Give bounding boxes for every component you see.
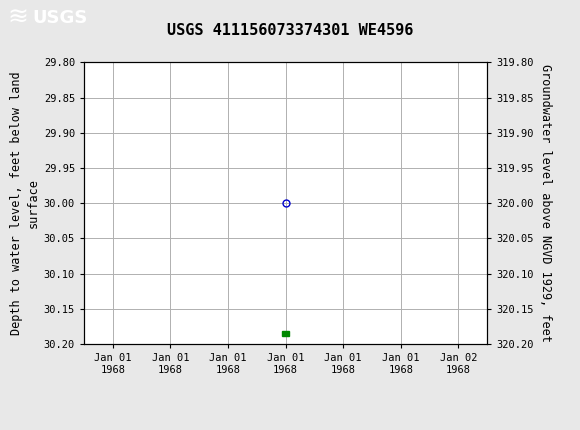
Text: USGS 411156073374301 WE4596: USGS 411156073374301 WE4596 [167, 23, 413, 37]
Bar [282, 332, 289, 335]
Y-axis label: Depth to water level, feet below land
surface: Depth to water level, feet below land su… [10, 71, 39, 335]
Text: ≋: ≋ [7, 6, 28, 30]
Text: USGS: USGS [32, 9, 87, 27]
Y-axis label: Groundwater level above NGVD 1929, feet: Groundwater level above NGVD 1929, feet [539, 64, 552, 342]
